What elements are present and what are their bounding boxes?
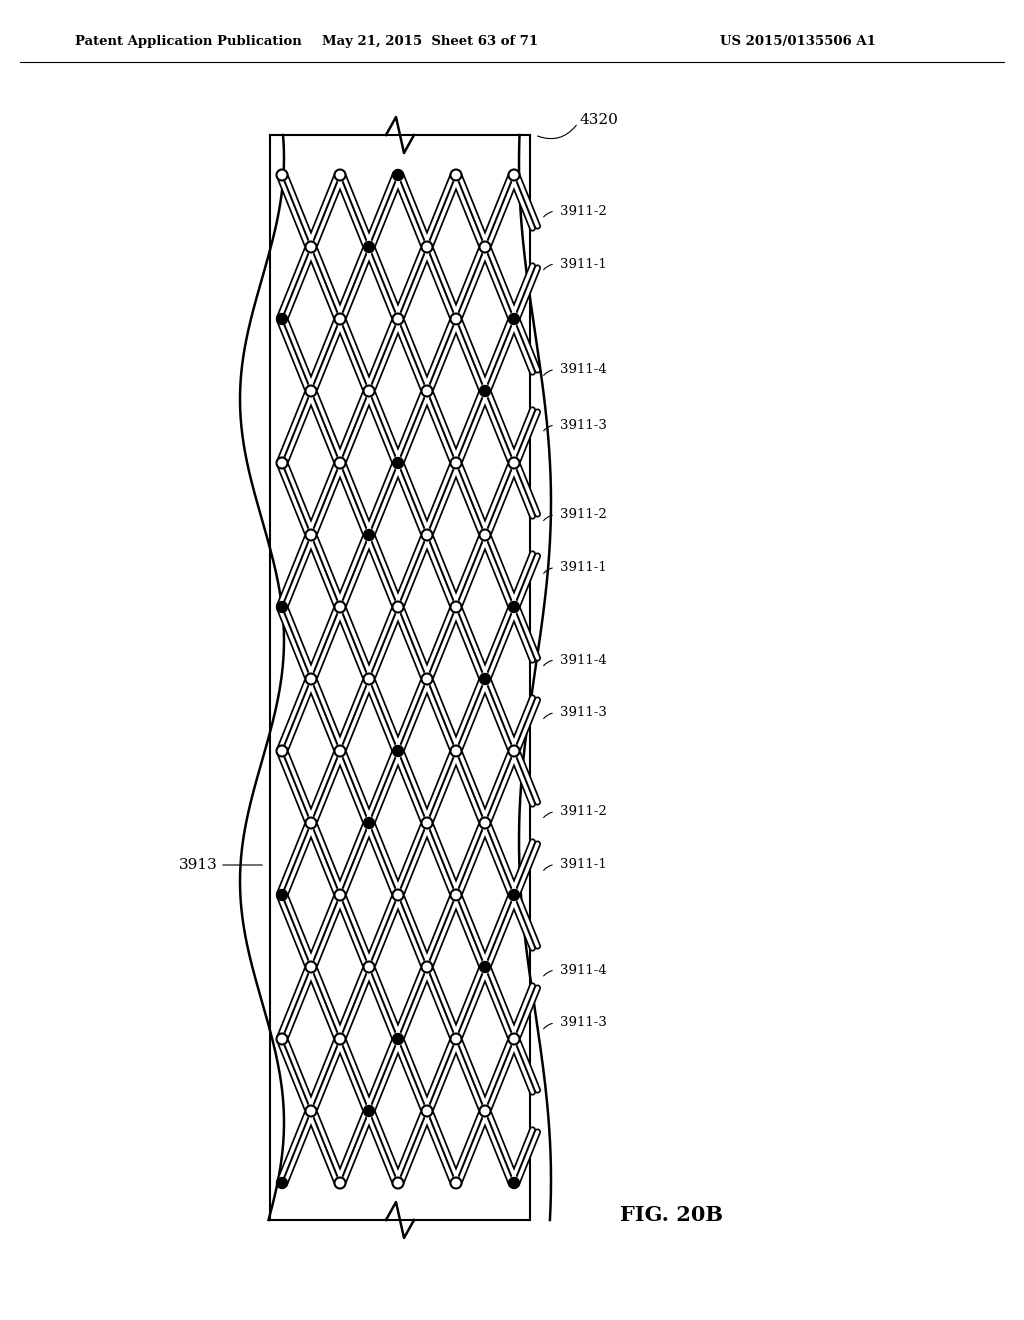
Circle shape bbox=[276, 458, 288, 469]
Circle shape bbox=[305, 961, 316, 973]
Circle shape bbox=[479, 242, 490, 252]
Text: 3911-4: 3911-4 bbox=[560, 653, 607, 667]
Circle shape bbox=[335, 890, 345, 900]
Text: Patent Application Publication: Patent Application Publication bbox=[75, 36, 302, 49]
Text: 3911-1: 3911-1 bbox=[560, 257, 607, 271]
Text: May 21, 2015  Sheet 63 of 71: May 21, 2015 Sheet 63 of 71 bbox=[322, 36, 538, 49]
Circle shape bbox=[451, 458, 462, 469]
Circle shape bbox=[276, 1177, 288, 1188]
Circle shape bbox=[422, 673, 432, 685]
Circle shape bbox=[451, 169, 462, 181]
Circle shape bbox=[422, 1106, 432, 1117]
Circle shape bbox=[392, 602, 403, 612]
Text: 3911-3: 3911-3 bbox=[560, 418, 607, 432]
Circle shape bbox=[479, 961, 490, 973]
Circle shape bbox=[422, 961, 432, 973]
Circle shape bbox=[276, 890, 288, 900]
Circle shape bbox=[392, 314, 403, 325]
Circle shape bbox=[276, 1034, 288, 1044]
Circle shape bbox=[335, 746, 345, 756]
Circle shape bbox=[392, 458, 403, 469]
Text: 3911-4: 3911-4 bbox=[560, 964, 607, 977]
Text: 3911-4: 3911-4 bbox=[560, 363, 607, 376]
Circle shape bbox=[276, 746, 288, 756]
Circle shape bbox=[364, 961, 375, 973]
Circle shape bbox=[364, 817, 375, 829]
Circle shape bbox=[422, 817, 432, 829]
Circle shape bbox=[392, 1034, 403, 1044]
Circle shape bbox=[335, 602, 345, 612]
Text: FIG. 20B: FIG. 20B bbox=[620, 1205, 723, 1225]
Circle shape bbox=[364, 529, 375, 540]
Circle shape bbox=[479, 529, 490, 540]
Circle shape bbox=[422, 385, 432, 396]
Circle shape bbox=[451, 1034, 462, 1044]
Text: 3913: 3913 bbox=[179, 858, 218, 873]
Circle shape bbox=[335, 1034, 345, 1044]
Circle shape bbox=[479, 673, 490, 685]
Text: 4320: 4320 bbox=[580, 114, 618, 127]
Circle shape bbox=[305, 1106, 316, 1117]
Text: 3911-3: 3911-3 bbox=[560, 706, 607, 719]
Text: 3911-3: 3911-3 bbox=[560, 1016, 607, 1030]
Circle shape bbox=[509, 458, 519, 469]
Circle shape bbox=[392, 746, 403, 756]
Circle shape bbox=[392, 1177, 403, 1188]
Circle shape bbox=[451, 890, 462, 900]
Circle shape bbox=[305, 817, 316, 829]
Circle shape bbox=[509, 169, 519, 181]
Circle shape bbox=[479, 385, 490, 396]
Circle shape bbox=[305, 529, 316, 540]
Circle shape bbox=[335, 169, 345, 181]
Circle shape bbox=[451, 602, 462, 612]
Circle shape bbox=[451, 314, 462, 325]
Circle shape bbox=[479, 1106, 490, 1117]
Circle shape bbox=[392, 890, 403, 900]
Circle shape bbox=[451, 1177, 462, 1188]
Circle shape bbox=[364, 673, 375, 685]
Circle shape bbox=[276, 169, 288, 181]
Text: 3911-1: 3911-1 bbox=[560, 858, 607, 871]
Circle shape bbox=[305, 385, 316, 396]
Circle shape bbox=[422, 242, 432, 252]
Circle shape bbox=[451, 746, 462, 756]
Text: 3911-2: 3911-2 bbox=[560, 205, 607, 218]
Text: US 2015/0135506 A1: US 2015/0135506 A1 bbox=[720, 36, 876, 49]
Circle shape bbox=[335, 314, 345, 325]
Text: 3911-2: 3911-2 bbox=[560, 805, 607, 818]
Circle shape bbox=[335, 458, 345, 469]
Circle shape bbox=[509, 314, 519, 325]
Circle shape bbox=[305, 242, 316, 252]
Circle shape bbox=[509, 890, 519, 900]
Circle shape bbox=[364, 242, 375, 252]
Circle shape bbox=[335, 1177, 345, 1188]
Circle shape bbox=[276, 602, 288, 612]
Circle shape bbox=[305, 673, 316, 685]
Circle shape bbox=[392, 169, 403, 181]
Circle shape bbox=[364, 385, 375, 396]
Circle shape bbox=[276, 314, 288, 325]
Text: 3911-1: 3911-1 bbox=[560, 561, 607, 574]
Circle shape bbox=[364, 1106, 375, 1117]
Circle shape bbox=[422, 529, 432, 540]
Circle shape bbox=[509, 1177, 519, 1188]
Circle shape bbox=[509, 746, 519, 756]
Text: 3911-2: 3911-2 bbox=[560, 508, 607, 521]
Circle shape bbox=[509, 602, 519, 612]
Circle shape bbox=[479, 817, 490, 829]
Circle shape bbox=[509, 1034, 519, 1044]
